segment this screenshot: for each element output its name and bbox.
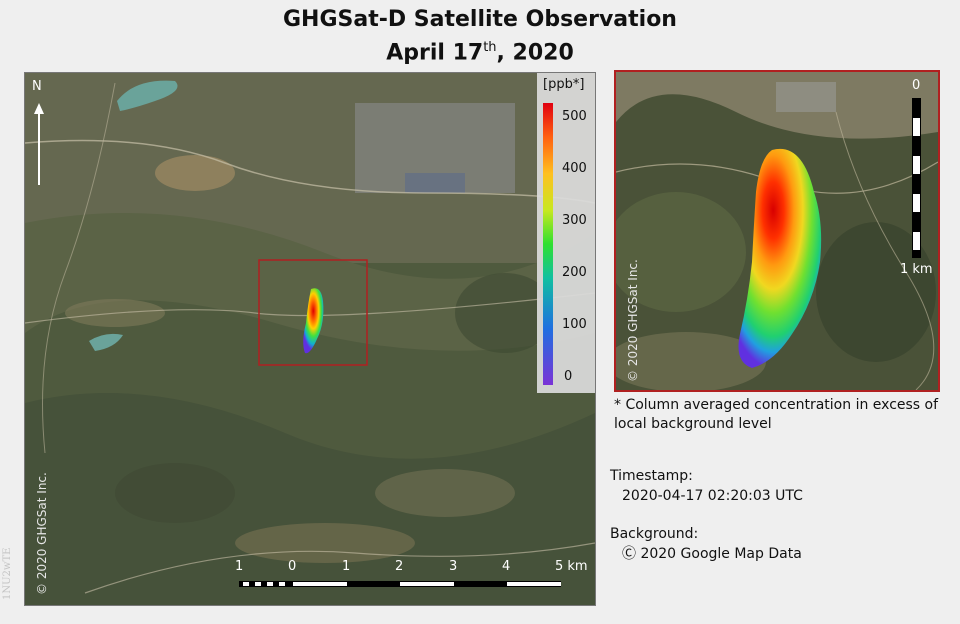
inset-scale-bottom: 1 km bbox=[900, 262, 933, 277]
colorbar-tick: 0 bbox=[564, 369, 573, 384]
scale-label: 4 bbox=[502, 559, 511, 574]
inset-scale-bar bbox=[912, 98, 921, 258]
main-satellite-map[interactable]: N © 2020 GHGSat Inc. [ppb*] 500 400 300 … bbox=[24, 72, 596, 606]
colorbar-gradient bbox=[543, 103, 553, 385]
background-value: Ⓒ 2020 Google Map Data bbox=[622, 546, 802, 562]
scale-label: 1 bbox=[235, 559, 244, 574]
colorbar-tick: 200 bbox=[562, 265, 587, 280]
page-title: GHGSat-D Satellite Observation April 17t… bbox=[0, 6, 960, 67]
inset-zoom-map[interactable]: 0 1 km © 2020 GHGSat Inc. bbox=[614, 70, 940, 392]
background-block: Background: Ⓒ 2020 Google Map Data bbox=[610, 524, 802, 564]
inset-bounding-box bbox=[258, 259, 368, 366]
methane-plume-small bbox=[303, 288, 324, 354]
watermark-text: 1NU2wTE bbox=[2, 547, 13, 600]
colorbar-tick: 100 bbox=[562, 317, 587, 332]
map-imagery bbox=[25, 73, 595, 605]
methane-plume-large bbox=[738, 148, 822, 368]
scale-bar bbox=[239, 581, 561, 587]
scale-labels: 1 0 1 2 3 4 5 km bbox=[25, 559, 595, 577]
title-line-1: GHGSat-D Satellite Observation bbox=[283, 7, 677, 32]
inset-imagery bbox=[616, 72, 938, 390]
timestamp-value: 2020-04-17 02:20:03 UTC bbox=[622, 488, 803, 504]
colorbar-tick: 400 bbox=[562, 161, 587, 176]
footnote: * Column averaged concentration in exces… bbox=[614, 397, 939, 432]
background-label: Background: bbox=[610, 526, 699, 542]
scale-label: 1 bbox=[342, 559, 351, 574]
scale-label: 2 bbox=[395, 559, 404, 574]
colorbar-unit: [ppb*] bbox=[543, 77, 585, 92]
inset-scale-top: 0 bbox=[912, 78, 921, 93]
scale-label: 0 bbox=[288, 559, 297, 574]
north-label: N bbox=[32, 79, 42, 94]
scale-label: 3 bbox=[449, 559, 458, 574]
timestamp-label: Timestamp: bbox=[610, 468, 693, 484]
colorbar-tick: 500 bbox=[562, 109, 587, 124]
scale-label: 5 km bbox=[555, 559, 588, 574]
inset-copyright: © 2020 GHGSat Inc. bbox=[626, 259, 640, 382]
timestamp-block: Timestamp: 2020-04-17 02:20:03 UTC bbox=[610, 466, 803, 506]
colorbar-tick: 300 bbox=[562, 213, 587, 228]
title-line-2: April 17th, 2020 bbox=[386, 40, 574, 66]
